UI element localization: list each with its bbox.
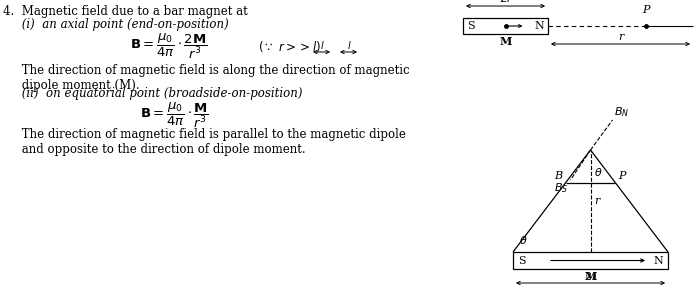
Text: $B_S$: $B_S$ (554, 181, 568, 195)
Text: N: N (653, 255, 663, 265)
Text: $(\because\ r >> l)$: $(\because\ r >> l)$ (258, 39, 321, 54)
Text: $\mathbf{B} = \dfrac{\mu_0}{4\pi} \cdot \dfrac{\mathbf{M}}{r^3}$: $\mathbf{B} = \dfrac{\mu_0}{4\pi} \cdot … (140, 101, 209, 130)
Text: The direction of magnetic field is along the direction of magnetic
     dipole m: The direction of magnetic field is along… (3, 64, 410, 92)
Bar (513, 252, 668, 269)
Text: 4.  Magnetic field due to a bar magnet at: 4. Magnetic field due to a bar magnet at (3, 5, 248, 18)
Text: $l$: $l$ (320, 39, 324, 51)
Text: r: r (618, 32, 623, 42)
Text: S: S (467, 21, 475, 31)
Text: $2l$: $2l$ (584, 270, 596, 282)
Text: P: P (618, 171, 626, 181)
Text: (ii)  on equatorial point (broadside-on-position): (ii) on equatorial point (broadside-on-p… (3, 87, 302, 100)
Text: $2l$: $2l$ (499, 0, 512, 4)
Text: (i)  an axial point (end-on-position): (i) an axial point (end-on-position) (3, 18, 229, 31)
Text: M: M (499, 36, 512, 47)
Text: M: M (584, 271, 596, 282)
Text: r: r (594, 196, 600, 206)
Text: $\theta$: $\theta$ (519, 234, 528, 246)
Bar (463, 18, 548, 34)
Text: S: S (518, 255, 526, 265)
Text: $\theta$: $\theta$ (594, 166, 603, 178)
Text: N: N (534, 21, 544, 31)
Text: $l$: $l$ (346, 39, 351, 51)
Text: P: P (643, 5, 650, 15)
Text: $\mathbf{B} = \dfrac{\mu_0}{4\pi} \cdot \dfrac{2\mathbf{M}}{r^3}$: $\mathbf{B} = \dfrac{\mu_0}{4\pi} \cdot … (130, 32, 207, 61)
Text: B: B (554, 171, 563, 181)
Text: The direction of magnetic field is parallel to the magnetic dipole
     and oppo: The direction of magnetic field is paral… (3, 128, 406, 156)
Text: $B_N$: $B_N$ (615, 105, 630, 119)
